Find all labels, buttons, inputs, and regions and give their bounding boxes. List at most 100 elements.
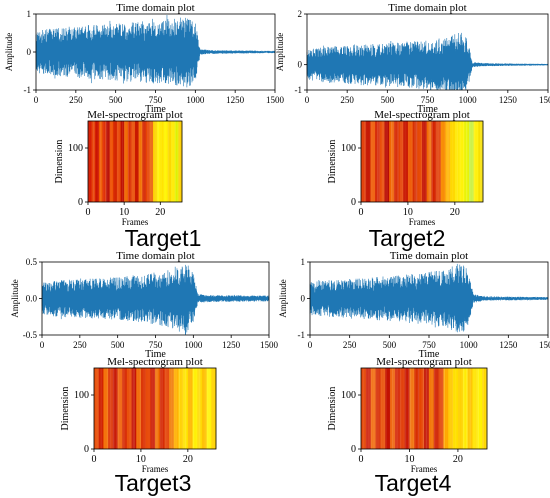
mel-frame-column bbox=[203, 368, 206, 449]
mel-frame-column bbox=[172, 368, 175, 449]
mel-ytick-label: 0 bbox=[84, 444, 89, 455]
mel-frame-column bbox=[112, 121, 114, 202]
mel-xtick-label: 0 bbox=[359, 207, 364, 218]
mel-frame-column bbox=[158, 368, 160, 449]
mel-frame-column bbox=[109, 368, 112, 449]
mel-frame-column bbox=[163, 121, 166, 202]
mel-frame-column bbox=[457, 368, 460, 449]
mel-frame-column bbox=[107, 121, 109, 202]
mel-plot-frame bbox=[360, 120, 484, 203]
time-xtick-label: 750 bbox=[422, 340, 436, 350]
mel-frame-column bbox=[154, 121, 156, 202]
mel-frame-column bbox=[380, 368, 383, 449]
mel-frame-column bbox=[393, 121, 396, 202]
mel-frame-column bbox=[126, 121, 129, 202]
time-xtick-label: 1000 bbox=[184, 340, 203, 350]
mel-frame-column bbox=[472, 121, 474, 202]
mel-frame-column bbox=[201, 368, 204, 449]
time-ytick-label: 0.5 bbox=[26, 257, 38, 267]
mel-frame-column bbox=[399, 368, 402, 449]
mel-frame-column bbox=[371, 121, 374, 202]
mel-frame-column bbox=[165, 121, 167, 202]
mel-frame-column bbox=[106, 121, 108, 202]
mel-frame-column bbox=[137, 368, 140, 449]
mel-ylabel: Dimension bbox=[60, 387, 71, 431]
mel-frame-column bbox=[465, 121, 468, 202]
mel-frame-column bbox=[451, 121, 454, 202]
mel-frame-column bbox=[144, 121, 147, 202]
time-xtick-label: 250 bbox=[340, 95, 354, 105]
mel-frame-column bbox=[367, 121, 370, 202]
waveform-series bbox=[41, 264, 270, 335]
mel-frame-column bbox=[394, 368, 397, 449]
mel-frame-column bbox=[208, 368, 211, 449]
mel-frame-column bbox=[432, 368, 434, 449]
mel-xlabel: Frames bbox=[122, 217, 149, 227]
mel-frame-column bbox=[180, 121, 183, 202]
mel-frame-column bbox=[476, 121, 479, 202]
mel-frame-column bbox=[159, 368, 162, 449]
mel-frame-column bbox=[404, 368, 407, 449]
time-ytick-label: 0.0 bbox=[26, 294, 38, 304]
mel-frame-column bbox=[362, 368, 365, 449]
mel-frame-column bbox=[135, 121, 137, 202]
mel-frame-column bbox=[119, 121, 121, 202]
mel-frame-column bbox=[192, 368, 195, 449]
time-xtick-label: 1250 bbox=[222, 340, 241, 350]
mel-frame-column bbox=[426, 121, 429, 202]
time-ylabel: Amplitude bbox=[10, 279, 20, 318]
mel-frame-column bbox=[162, 368, 165, 449]
time-ylabel: Amplitude bbox=[278, 279, 288, 318]
time-ytick-label: -1 bbox=[24, 85, 32, 95]
mel-frame-column bbox=[104, 368, 107, 449]
mel-frame-column bbox=[147, 121, 149, 202]
time-xtick-label: 1250 bbox=[226, 95, 245, 105]
mel-frame-column bbox=[108, 368, 110, 449]
mel-frame-column bbox=[449, 368, 452, 449]
mel-frame-column bbox=[443, 368, 446, 449]
mel-frame-column bbox=[370, 121, 373, 202]
time-xlabel: Time bbox=[145, 349, 166, 360]
mel-frame-column bbox=[128, 121, 131, 202]
mel-frame-column bbox=[112, 368, 115, 449]
mel-frame-column bbox=[98, 368, 101, 449]
mel-frame-column bbox=[117, 368, 120, 449]
mel-frame-column bbox=[420, 121, 423, 202]
mel-frame-column bbox=[100, 368, 103, 449]
mel-frame-column bbox=[128, 368, 131, 449]
mel-frame-column bbox=[110, 121, 113, 202]
mel-xtick-label: 10 bbox=[404, 454, 414, 465]
time-ytick-label: 1 bbox=[27, 9, 32, 19]
mel-frame-column bbox=[453, 121, 456, 202]
mel-plot-title: Mel-spectrogram plot bbox=[374, 109, 470, 121]
mel-ytick-label: 100 bbox=[341, 143, 356, 154]
mel-frame-column bbox=[103, 121, 106, 202]
mel-frame-column bbox=[134, 368, 137, 449]
mel-frame-column bbox=[435, 368, 438, 449]
mel-frame-column bbox=[442, 121, 445, 202]
mel-frame-column bbox=[433, 368, 436, 449]
mel-frame-column bbox=[385, 368, 388, 449]
time-ytick-label: 0 bbox=[298, 60, 303, 70]
mel-frame-column bbox=[183, 368, 186, 449]
mel-frame-column bbox=[429, 121, 432, 202]
time-xtick-label: 750 bbox=[149, 340, 163, 350]
mel-frame-column bbox=[89, 121, 91, 202]
mel-frame-column bbox=[130, 121, 132, 202]
mel-frame-column bbox=[375, 368, 378, 449]
time-xtick-label: 750 bbox=[421, 95, 435, 105]
mel-frame-column bbox=[97, 368, 99, 449]
mel-frame-column bbox=[175, 368, 178, 449]
mel-frame-column bbox=[414, 121, 417, 202]
mel-frame-column bbox=[194, 368, 196, 449]
time-ytick-label: 0 bbox=[301, 294, 306, 304]
mel-frame-column bbox=[179, 121, 182, 202]
mel-frame-column bbox=[161, 121, 164, 202]
mel-frame-column bbox=[464, 121, 467, 202]
mel-frame-column bbox=[161, 368, 164, 449]
time-xtick-label: 500 bbox=[383, 340, 397, 350]
mel-frame-column bbox=[446, 368, 449, 449]
mel-frame-column bbox=[382, 368, 384, 449]
mel-frame-column bbox=[364, 121, 366, 202]
